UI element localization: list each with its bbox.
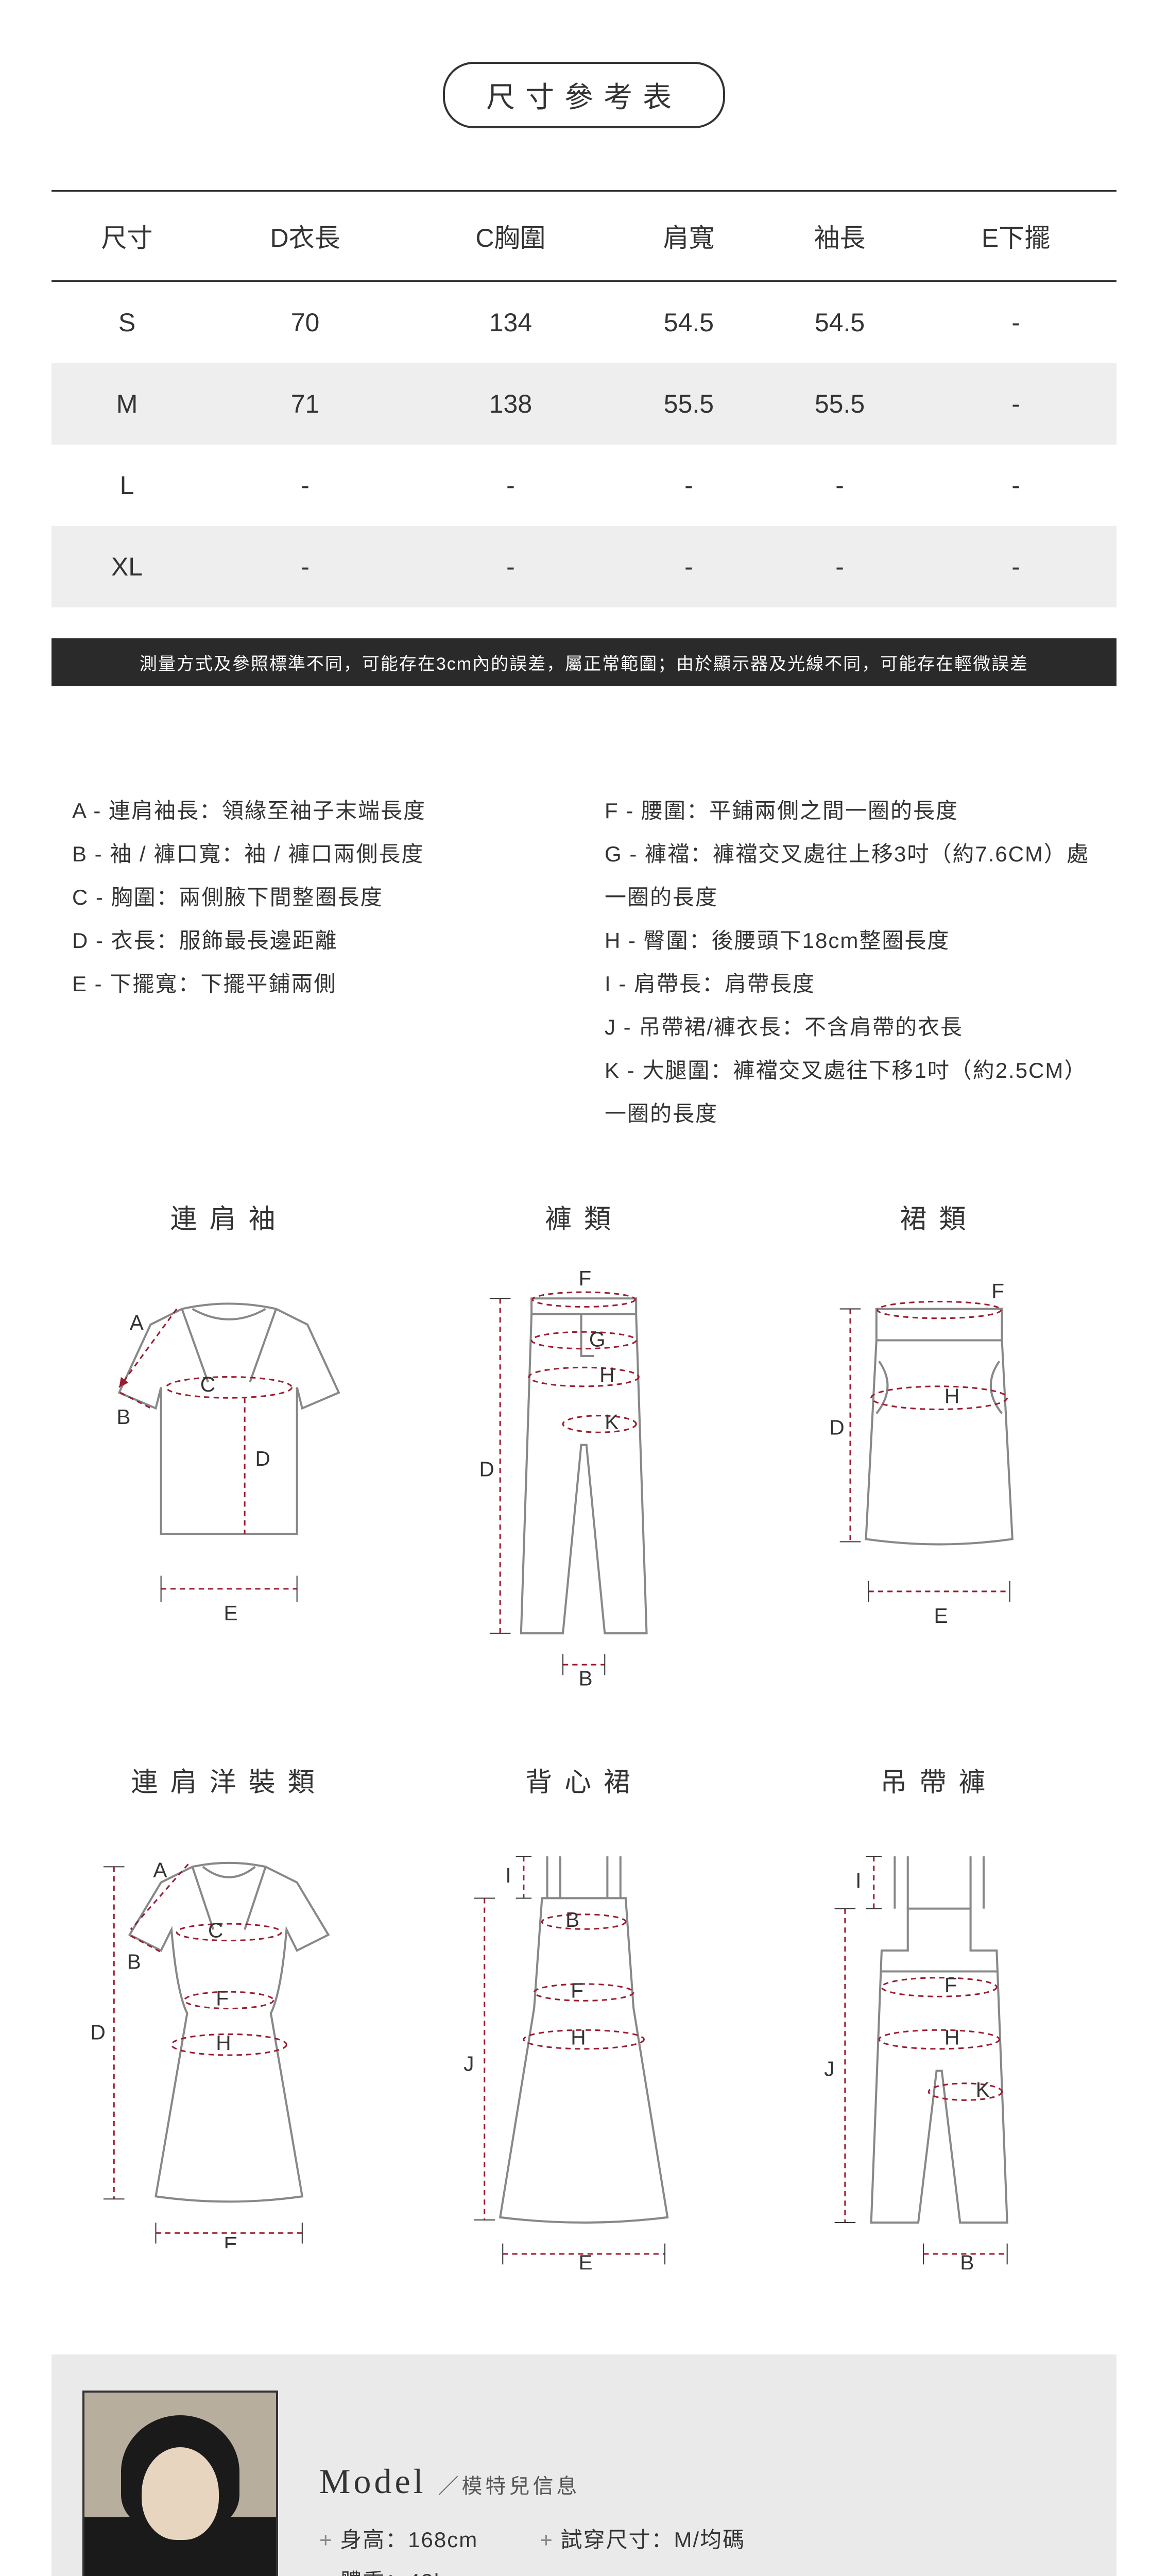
svg-text:F: F: [944, 1973, 957, 1997]
model-avatar: [84, 2393, 276, 2576]
svg-text:G: G: [589, 1328, 606, 1351]
legend-item: A - 連肩袖長：領緣至袖子末端長度: [72, 789, 563, 833]
pants-svg: F G H K D B: [427, 1257, 741, 1686]
legend-col-left: A - 連肩袖長：領緣至袖子末端長度 B - 袖 / 褲口寬：袖 / 褲口兩側長…: [72, 789, 563, 1136]
svg-text:H: H: [944, 1384, 959, 1408]
legend-item: G - 褲襠：褲襠交叉處往上移3吋（約7.6CM）處一圈的長度: [605, 833, 1096, 919]
col-header: D衣長: [202, 191, 408, 281]
svg-text:D: D: [255, 1447, 270, 1470]
svg-text:A: A: [153, 1858, 167, 1882]
svg-text:E: E: [224, 2232, 238, 2249]
col-header: C胸圍: [408, 191, 613, 281]
model-heading: Model ／模特兒信息: [319, 2461, 745, 2502]
skirt-svg: F H D E: [782, 1257, 1096, 1633]
diagram-raglan-dress: 連肩洋裝類: [72, 1760, 386, 2272]
model-info: Model ／模特兒信息 身高：168cm 試穿尺寸：M/均碼 體重：43kg: [319, 2461, 745, 2576]
svg-text:A: A: [130, 1311, 144, 1334]
svg-text:H: H: [944, 2025, 959, 2049]
svg-text:B: B: [579, 1667, 593, 1686]
model-section: @蹦蹦 Model ／模特兒信息 身高：168cm 試穿尺寸：M/均碼 體重：4…: [51, 2354, 1117, 2576]
svg-text:E: E: [579, 2250, 593, 2269]
svg-text:B: B: [960, 2250, 974, 2269]
raglan-dress-svg: A B C F H D E: [72, 1820, 386, 2249]
svg-text:E: E: [224, 1601, 238, 1625]
page-title-badge: 尺寸參考表: [51, 62, 1117, 128]
legend: A - 連肩袖長：領緣至袖子末端長度 B - 袖 / 褲口寬：袖 / 褲口兩側長…: [51, 789, 1117, 1197]
model-height: 身高：168cm: [319, 2522, 478, 2554]
legend-item: H - 臀圍：後腰頭下18cm整圈長度: [605, 919, 1096, 962]
svg-text:B: B: [565, 1908, 579, 1931]
svg-text:I: I: [855, 1869, 861, 1892]
svg-text:B: B: [116, 1405, 130, 1429]
table-row: L-----: [51, 445, 1117, 526]
model-heading-zh: ／模特兒信息: [438, 2475, 580, 2498]
legend-item: C - 胸圍：兩側腋下間整圈長度: [72, 876, 563, 919]
svg-text:C: C: [208, 1918, 223, 1942]
svg-text:D: D: [91, 2020, 106, 2044]
svg-text:C: C: [200, 1372, 215, 1396]
model-trysize: 試穿尺寸：M/均碼: [540, 2522, 745, 2554]
svg-text:I: I: [506, 1863, 511, 1887]
cami-dress-svg: I B F H J E: [427, 1820, 741, 2269]
table-row: S7013454.554.5-: [51, 281, 1117, 364]
legend-item: D - 衣長：服飾最長邊距離: [72, 919, 563, 962]
diagram-cami-dress: 背心裙: [427, 1760, 741, 2272]
avatar-face: [142, 2447, 219, 2540]
diagram-skirt: 裙類 F H: [782, 1197, 1096, 1688]
measurement-note: 測量方式及參照標準不同，可能存在3cm內的誤差，屬正常範圍；由於顯示器及光線不同…: [51, 638, 1117, 686]
table-row: XL-----: [51, 526, 1117, 607]
diagrams-grid: 連肩袖 A B C D: [51, 1197, 1117, 2354]
overalls-svg: I F H K J B: [782, 1820, 1096, 2269]
diagram-raglan-tee: 連肩袖 A B C D: [72, 1197, 386, 1688]
svg-text:F: F: [579, 1266, 592, 1290]
svg-text:K: K: [975, 2078, 989, 2102]
svg-text:J: J: [824, 2057, 834, 2080]
diagram-overalls: 吊帶褲: [782, 1760, 1096, 2272]
model-heading-en: Model: [319, 2462, 426, 2501]
legend-item: I - 肩帶長：肩帶長度: [605, 962, 1096, 1006]
svg-text:F: F: [991, 1279, 1004, 1303]
page-title: 尺寸參考表: [443, 62, 725, 128]
col-header: 肩寬: [613, 191, 764, 281]
col-header: 袖長: [764, 191, 915, 281]
table-row: M7113855.555.5-: [51, 363, 1117, 445]
raglan-tee-svg: A B C D E: [72, 1257, 386, 1633]
legend-item: K - 大腿圍：褲襠交叉處往下移1吋（約2.5CM）一圈的長度: [605, 1049, 1096, 1136]
legend-col-right: F - 腰圍：平鋪兩側之間一圈的長度 G - 褲襠：褲襠交叉處往上移3吋（約7.…: [605, 789, 1096, 1136]
svg-text:F: F: [216, 1986, 229, 2010]
table-header-row: 尺寸 D衣長 C胸圍 肩寬 袖長 E下擺: [51, 191, 1117, 281]
legend-item: F - 腰圍：平鋪兩側之間一圈的長度: [605, 789, 1096, 833]
svg-text:F: F: [571, 1978, 584, 2002]
svg-text:H: H: [216, 2031, 231, 2055]
legend-item: E - 下擺寬：下擺平鋪兩側: [72, 962, 563, 1006]
svg-text:H: H: [571, 2025, 586, 2049]
svg-text:H: H: [599, 1363, 614, 1387]
svg-text:E: E: [934, 1604, 948, 1628]
model-weight: 體重：43kg: [319, 2564, 478, 2576]
model-stats: 身高：168cm 試穿尺寸：M/均碼 體重：43kg: [319, 2522, 745, 2576]
diagram-pants: 褲類: [427, 1197, 741, 1688]
col-header: E下擺: [915, 191, 1117, 281]
svg-text:D: D: [479, 1458, 494, 1481]
svg-text:B: B: [127, 1950, 141, 1973]
svg-text:D: D: [829, 1415, 844, 1439]
size-table: 尺寸 D衣長 C胸圍 肩寬 袖長 E下擺 S7013454.554.5- M71…: [51, 190, 1117, 607]
svg-text:K: K: [605, 1410, 619, 1434]
model-photo: @蹦蹦: [82, 2391, 278, 2576]
legend-item: B - 袖 / 褲口寬：袖 / 褲口兩側長度: [72, 833, 563, 876]
col-header: 尺寸: [51, 191, 202, 281]
svg-text:J: J: [463, 2052, 474, 2075]
legend-item: J - 吊帶裙/褲衣長：不含肩帶的衣長: [605, 1006, 1096, 1049]
